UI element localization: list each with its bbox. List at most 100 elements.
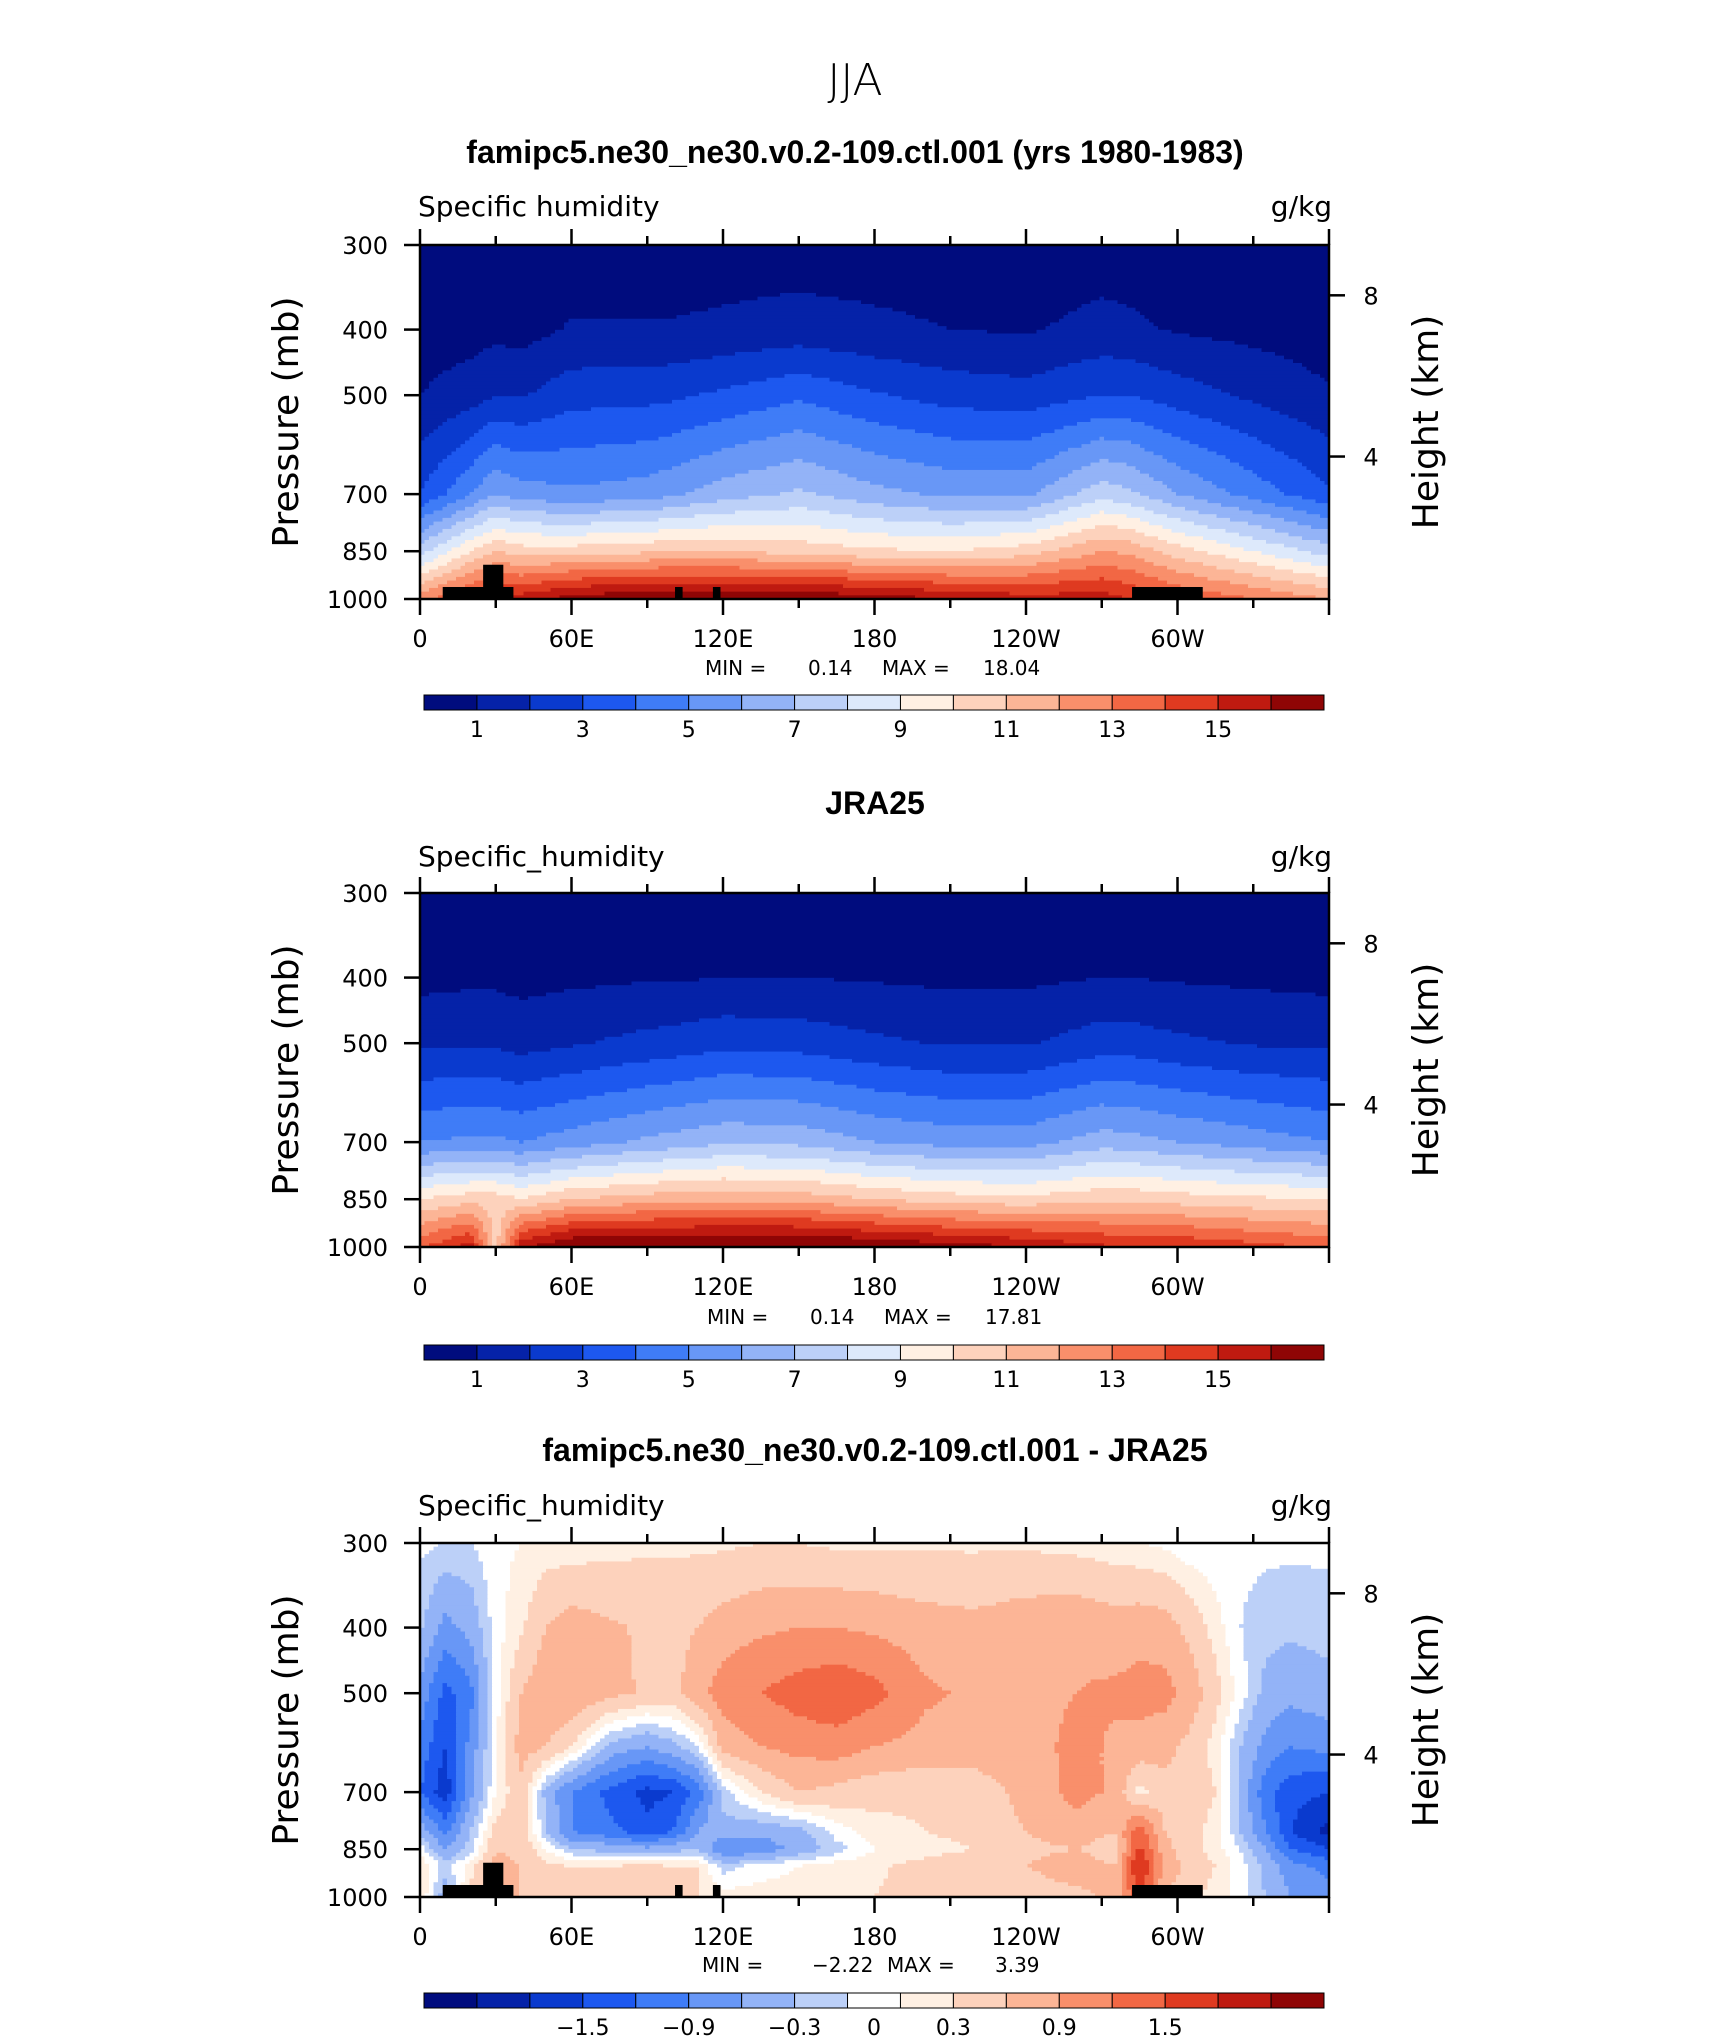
contour-cell	[861, 1712, 925, 1717]
contour-cell	[433, 547, 453, 552]
contour-cell	[703, 1779, 714, 1784]
contour-cell	[433, 429, 480, 434]
contour-cell	[1144, 1874, 1155, 1880]
contour-cell	[483, 1243, 489, 1247]
contour-cell	[451, 547, 475, 552]
contour-cell	[1162, 1815, 1209, 1821]
contour-cell	[438, 1668, 466, 1673]
contour-cell	[852, 1235, 1011, 1241]
contour-cell	[645, 1084, 858, 1090]
contour-cell	[447, 492, 471, 497]
contour-cell	[456, 1771, 466, 1776]
contour-cell	[478, 1624, 493, 1629]
contour-cell	[1059, 558, 1146, 563]
contour-cell	[748, 1804, 777, 1810]
contour-cell	[1230, 1672, 1249, 1677]
contour-cell	[1045, 1117, 1204, 1123]
contour-cell	[636, 1210, 822, 1215]
contour-cell	[613, 1815, 678, 1821]
contour-cell	[703, 1793, 714, 1799]
contour-cell	[1176, 1852, 1209, 1858]
contour-cell	[1279, 1646, 1308, 1651]
contour-cell	[856, 1136, 1074, 1141]
contour-cell	[460, 1202, 480, 1208]
contour-cell	[577, 1764, 597, 1769]
contour-cell	[699, 1849, 714, 1854]
contour-cell	[748, 469, 840, 475]
contour-cell	[1248, 1779, 1263, 1784]
contour-cell	[595, 1779, 628, 1784]
contour-cell	[505, 1605, 529, 1610]
contour-cell	[564, 1834, 606, 1839]
contour-cell	[429, 381, 547, 386]
contour-cell	[1221, 1804, 1231, 1810]
contour-cell	[420, 466, 439, 471]
contour-cell	[456, 1712, 471, 1717]
contour-cell	[514, 1243, 520, 1247]
contour-cell	[420, 440, 466, 445]
contour-cell	[429, 1878, 439, 1883]
contour-cell	[501, 1694, 511, 1699]
contour-cell	[1194, 573, 1254, 578]
contour-cell	[1059, 1753, 1101, 1758]
contour-cell	[748, 381, 844, 386]
contour-cell	[1221, 1823, 1231, 1828]
contour-cell	[897, 547, 975, 552]
contour-cell	[429, 1686, 444, 1692]
contour-cell	[474, 580, 543, 585]
contour-cell	[433, 1635, 466, 1640]
contour-cell	[789, 506, 808, 512]
contour-cell	[1207, 1812, 1222, 1817]
contour-cell	[487, 1668, 493, 1673]
contour-cell	[1212, 1804, 1222, 1810]
contour-cell	[681, 1756, 700, 1762]
contour-cell	[541, 580, 934, 585]
contour-cell	[478, 403, 651, 408]
contour-cell	[469, 1720, 480, 1725]
contour-cell	[681, 1771, 700, 1776]
contour-cell	[1036, 562, 1155, 567]
contour-cell	[505, 1598, 534, 1603]
contour-cell	[1261, 1885, 1290, 1891]
contour-cell	[1126, 1841, 1132, 1846]
contour-cell	[1176, 1114, 1329, 1119]
contour-cell	[528, 1801, 534, 1806]
contour-cell	[1063, 1793, 1096, 1799]
contour-cell	[523, 1690, 637, 1695]
contour-cell	[699, 1804, 709, 1810]
contour-cell	[1239, 1753, 1258, 1758]
contour-cell	[942, 1224, 1195, 1230]
contour-cell	[573, 1852, 709, 1858]
contour-cell	[1104, 1764, 1137, 1769]
contour-cell	[1207, 1092, 1329, 1097]
contour-cell	[1153, 1863, 1164, 1869]
contour-cell	[483, 1779, 493, 1784]
contour-cell	[420, 948, 1329, 953]
contour-cell	[1230, 1657, 1245, 1662]
contour-cell	[420, 1871, 430, 1876]
contour-cell	[1216, 1708, 1231, 1714]
contour-cell	[901, 1036, 1051, 1042]
contour-cell	[460, 1801, 471, 1806]
contour-cell	[712, 451, 876, 456]
contour-cell	[505, 1705, 520, 1710]
contour-cell	[519, 1716, 574, 1721]
contour-cell	[420, 1845, 426, 1850]
tick-label: 60W	[1150, 625, 1204, 653]
contour-cell	[1212, 1731, 1227, 1736]
contour-cell	[1221, 1683, 1236, 1688]
contour-cell	[496, 1734, 507, 1740]
contour-cell	[420, 1775, 426, 1780]
contour-cell	[1027, 1863, 1123, 1869]
contour-cell	[1167, 1572, 1204, 1577]
contour-cell	[420, 1158, 552, 1163]
contour-cell	[834, 1838, 867, 1843]
contour-cell	[559, 1565, 1137, 1570]
contour-cell	[573, 1804, 606, 1810]
contour-cell	[1230, 1885, 1249, 1891]
contour-cell	[645, 1712, 651, 1717]
contour-cell	[478, 1723, 489, 1728]
contour-cell	[474, 1602, 489, 1607]
contour-cell	[492, 1834, 529, 1839]
contour-cell	[604, 1797, 642, 1802]
